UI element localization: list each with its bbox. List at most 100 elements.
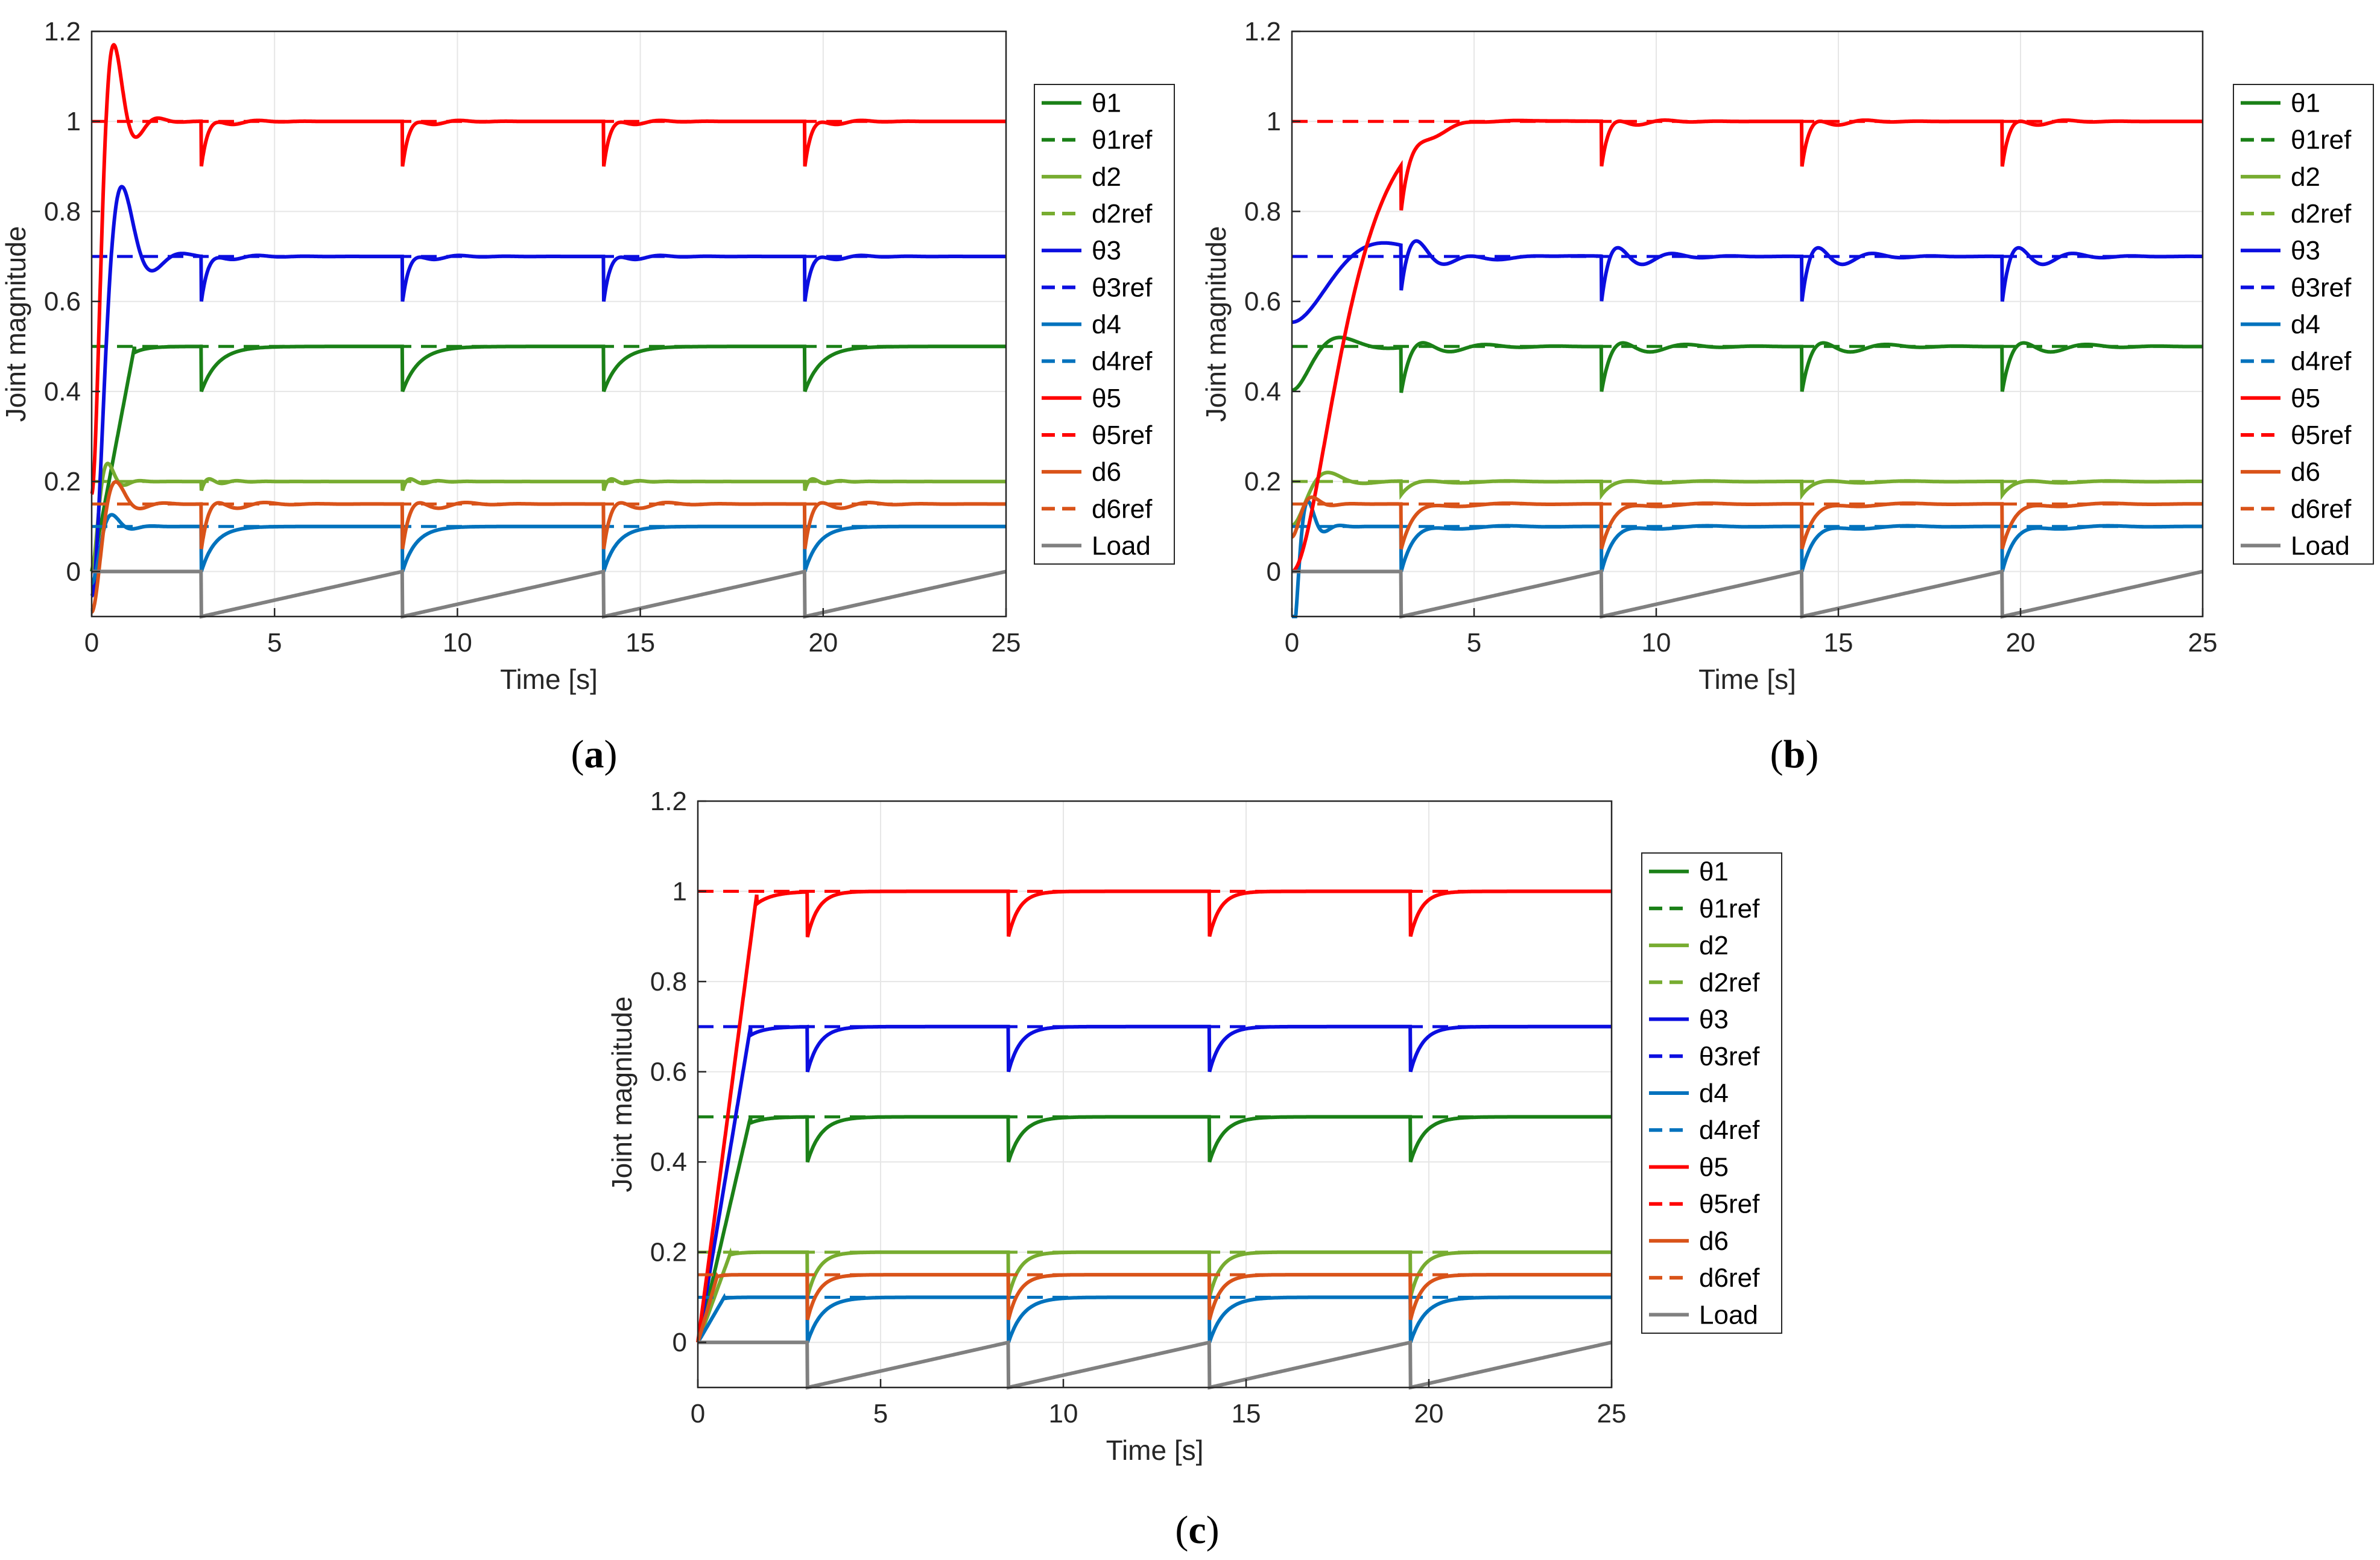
legend-label-d2ref: d2ref [1699, 968, 1760, 997]
x-tick-label: 10 [1642, 628, 1671, 658]
legend-label-d6: d6 [1699, 1226, 1729, 1256]
axes-box [1291, 30, 2204, 618]
legend-label-d2ref: d2ref [2291, 199, 2352, 229]
x-tick-label: 25 [992, 628, 1021, 658]
legend-label-theta3ref: θ3ref [2291, 273, 2352, 302]
legend-label-d2ref: d2ref [1092, 199, 1153, 229]
x-tick-label: 5 [267, 628, 282, 658]
x-tick-label: 10 [443, 628, 472, 658]
legend-label-theta5ref: θ5ref [2291, 420, 2352, 450]
legend-label-theta1: θ1 [1092, 89, 1121, 118]
legend-label-theta5: θ5 [2291, 384, 2320, 413]
legend-label-theta3: θ3 [1699, 1005, 1729, 1035]
legend-label-theta1ref: θ1ref [1699, 894, 1760, 924]
series-theta5-line [1291, 118, 2203, 574]
series-theta1-line [696, 1115, 1612, 1343]
legend-label-Load: Load [2291, 531, 2350, 560]
y-tick-label: 0.6 [1244, 287, 1281, 317]
y-tick-label: 1.2 [1244, 17, 1281, 46]
y-tick-label: 0.2 [44, 467, 81, 496]
legend-label-d2: d2 [1092, 162, 1121, 192]
legend-label-d6: d6 [1092, 457, 1121, 487]
caption-b: (b) [1770, 732, 1819, 776]
legend-label-Load: Load [1699, 1300, 1758, 1330]
legend-label-theta5ref: θ5ref [1092, 420, 1153, 450]
legend-label-d4: d4 [1699, 1079, 1729, 1108]
x-tick-label: 25 [2188, 628, 2218, 658]
y-tick-label: 1.2 [44, 17, 81, 46]
series-d6-line [90, 480, 1006, 614]
y-tick-label: 0.6 [44, 287, 81, 317]
y-tick-label: 0 [66, 557, 81, 586]
series-d6-line [1291, 495, 2203, 550]
y-tick-label: 0 [673, 1328, 687, 1357]
series-d2-line [1291, 471, 2203, 527]
legend-label-Load: Load [1092, 531, 1151, 560]
y-tick-label: 0.4 [44, 377, 81, 407]
y-axis-label: Joint magnitude [0, 226, 31, 422]
legend-label-d4: d4 [2291, 310, 2320, 340]
y-tick-label: 1 [66, 107, 81, 136]
plot-area [92, 31, 1006, 617]
legend-label-theta5ref: θ5ref [1699, 1190, 1760, 1219]
x-axis-label: Time [s] [1106, 1435, 1204, 1466]
y-tick-label: 1 [673, 877, 687, 907]
plot-area [698, 801, 1612, 1387]
y-axis-label: Joint magnitude [606, 997, 638, 1193]
series-d2-line [696, 1247, 1612, 1343]
legend-label-d2: d2 [2291, 162, 2320, 192]
x-tick-label: 5 [1467, 628, 1481, 658]
y-tick-label: 0.4 [1244, 377, 1281, 407]
series-theta3-line [696, 1024, 1612, 1343]
legend-label-theta5: θ5 [1699, 1152, 1729, 1182]
y-tick-label: 0.8 [650, 967, 687, 997]
y-tick-label: 0.2 [650, 1238, 687, 1267]
x-axis-label: Time [s] [500, 664, 598, 695]
y-axis-label: Joint magnitude [1200, 226, 1232, 422]
series-load-line [92, 569, 1007, 619]
legend-label-d4: d4 [1092, 310, 1121, 340]
axes-box [697, 800, 1613, 1389]
series-d4-line [1292, 499, 2203, 618]
legend-label-theta1ref: θ1ref [1092, 125, 1153, 155]
y-tick-label: 0.4 [650, 1147, 687, 1177]
x-tick-label: 20 [808, 628, 838, 658]
y-tick-label: 1 [1267, 107, 1281, 136]
legend-label-d4ref: d4ref [2291, 347, 2352, 376]
y-tick-label: 0.8 [1244, 197, 1281, 226]
series-theta3-line [90, 185, 1006, 598]
x-tick-label: 10 [1049, 1399, 1078, 1428]
y-tick-label: 0.8 [44, 197, 81, 226]
series-theta1-line [1292, 335, 2203, 393]
legend-label-d6ref: d6ref [1092, 494, 1153, 524]
series-load-line [1292, 569, 2203, 619]
legend-label-d6ref: d6ref [2291, 494, 2352, 524]
legend: θ1 θ1ref d2 d2ref θ3 θ3ref d4 d4ref θ5 θ5ref d6 d6r… [1034, 84, 1175, 565]
x-tick-label: 25 [1597, 1399, 1627, 1428]
x-tick-label: 0 [1285, 628, 1299, 658]
caption-a: (a) [571, 732, 618, 776]
legend-label-d4ref: d4ref [1699, 1115, 1760, 1145]
axes-box [90, 30, 1007, 618]
x-tick-label: 5 [873, 1399, 888, 1428]
series-load-line [698, 1340, 1612, 1390]
x-tick-label: 15 [625, 628, 655, 658]
x-axis-label: Time [s] [1698, 664, 1796, 695]
series-theta3-line [1292, 239, 2203, 325]
series-d4-line [696, 1293, 1612, 1343]
y-tick-label: 0.2 [1244, 467, 1281, 496]
series-d6-line [696, 1272, 1612, 1343]
panel-b: 0 5 10 15 20 25 0 0.2 0.4 0.6 0.8 1 1.2 Time [s] Joint… [1200, 17, 2374, 695]
y-tick-label: 1.2 [650, 787, 687, 816]
plot-area [1292, 31, 2203, 617]
legend: θ1 θ1ref d2 d2ref θ3 θ3ref d4 d4ref θ5 θ5ref d6 d6r… [1641, 852, 1782, 1334]
legend-label-theta3ref: θ3ref [1699, 1042, 1760, 1071]
series-d2-line [90, 461, 1006, 571]
legend-label-theta3: θ3 [1092, 236, 1121, 265]
caption-c: (c) [1175, 1508, 1219, 1552]
legend-label-theta3: θ3 [2291, 236, 2320, 265]
x-tick-label: 0 [691, 1399, 705, 1428]
x-tick-label: 20 [1414, 1399, 1444, 1428]
x-tick-label: 15 [1232, 1399, 1261, 1428]
